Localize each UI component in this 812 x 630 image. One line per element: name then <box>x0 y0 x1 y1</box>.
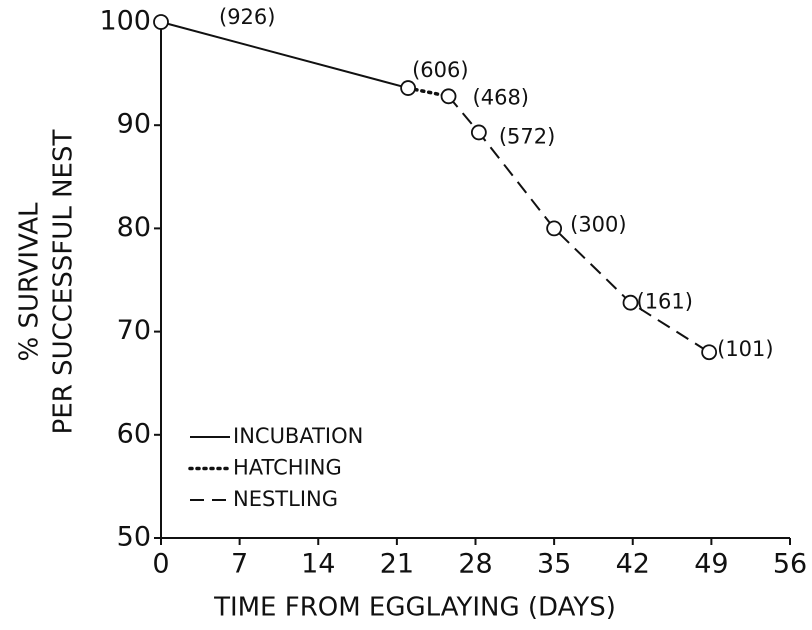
y-tick-label: 50 <box>117 522 151 553</box>
point-label: (300) <box>570 212 626 236</box>
x-tick-label: 0 <box>152 549 169 580</box>
point-marker <box>622 294 639 311</box>
point-marker <box>546 220 563 237</box>
point-label: (926) <box>219 5 275 29</box>
y-tick-label: 60 <box>117 418 151 449</box>
point-marker <box>701 344 718 361</box>
x-tick-label: 14 <box>301 549 335 580</box>
point-label: (161) <box>637 290 693 314</box>
legend-label: NESTLING <box>233 487 338 511</box>
x-tick-label: 28 <box>458 549 492 580</box>
point-marker <box>400 80 417 96</box>
x-tick-label: 49 <box>694 549 728 580</box>
point-marker <box>470 124 487 141</box>
x-tick-label: 7 <box>231 549 248 580</box>
x-tick-label: 35 <box>537 549 571 580</box>
y-tick-label: 80 <box>117 212 151 243</box>
point-label: (468) <box>473 85 529 109</box>
point-label: (606) <box>412 58 468 82</box>
x-tick-label: 56 <box>773 549 807 580</box>
x-tick-label: 42 <box>616 549 650 580</box>
point-marker <box>153 14 169 30</box>
series-line <box>447 95 710 354</box>
y-tick-label: 70 <box>117 315 151 346</box>
y-axis-label: PER SUCCESSFUL NEST <box>49 130 79 435</box>
point-label: (572) <box>499 124 555 148</box>
point-label: (101) <box>717 337 773 361</box>
series-line <box>160 21 409 90</box>
x-tick-label: 21 <box>380 549 414 580</box>
x-axis-label: TIME FROM EGGLAYING (DAYS) <box>213 593 616 623</box>
legend-label: HATCHING <box>233 456 342 480</box>
legend-label: INCUBATION <box>233 424 363 448</box>
y-axis-label: % SURVIVAL <box>15 202 45 362</box>
y-tick-label: 90 <box>117 109 151 140</box>
point-marker <box>440 88 457 105</box>
y-tick-label: 100 <box>99 6 151 37</box>
